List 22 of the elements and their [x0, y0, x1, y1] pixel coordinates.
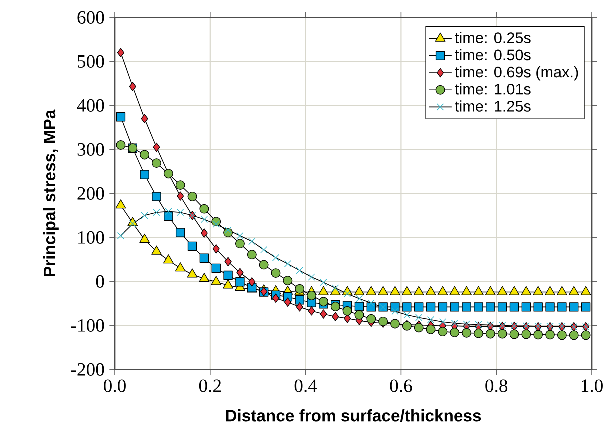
x-tick-label: 0.8	[486, 380, 508, 392]
y-tick-label: 0	[96, 275, 104, 288]
y-tick-label: 400	[77, 99, 104, 112]
y-tick-label: -200	[71, 363, 104, 376]
legend-label: time: 1.25s	[455, 100, 531, 112]
legend-label: time: 0.25s	[455, 32, 531, 44]
x-tick-label: 0.0	[104, 380, 126, 392]
y-tick-label: 200	[78, 187, 104, 200]
x-tick-label: 1.0	[582, 380, 603, 392]
y-tick-label: 100	[78, 231, 104, 244]
y-tick-label: 300	[78, 143, 104, 156]
y-tick-label: -100	[71, 319, 104, 332]
y-tick-label: 600	[78, 11, 104, 24]
legend-label: time: 0.50s	[455, 49, 531, 61]
y-tick-label: 500	[78, 55, 104, 68]
x-tick-label: 0.4	[294, 380, 318, 392]
legend-label: time: 0.69s (max.)	[455, 66, 578, 81]
x-tick-label: 0.6	[390, 380, 412, 392]
y-axis-title: Principal stress, MPa	[43, 110, 59, 276]
legend-label: time: 1.01s	[455, 84, 531, 95]
x-axis-title: Distance from surface/thickness	[226, 410, 482, 422]
x-tick-label: 0.2	[199, 380, 222, 392]
